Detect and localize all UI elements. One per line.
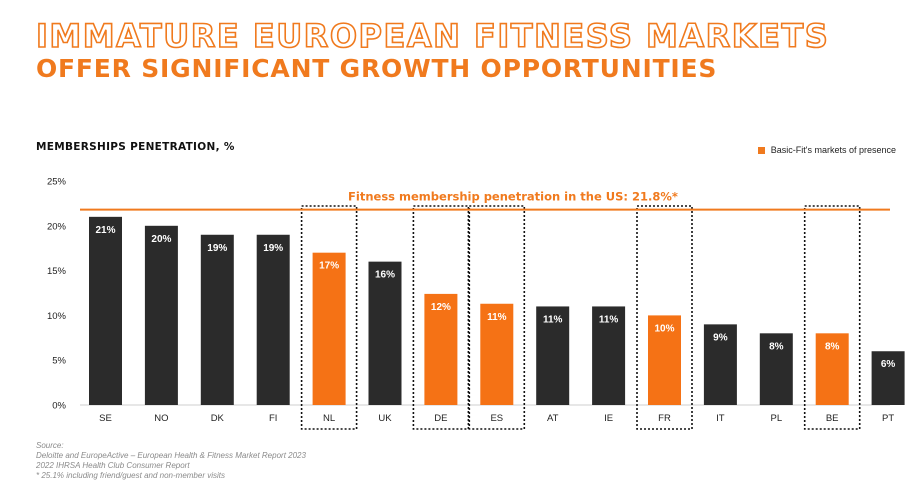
x-tick-label: BE bbox=[826, 413, 839, 424]
data-label: 6% bbox=[881, 359, 896, 370]
y-tick-label: 5% bbox=[52, 356, 66, 367]
highlight-box-es bbox=[468, 205, 526, 430]
x-tick-label: SE bbox=[99, 413, 112, 424]
highlight-box-fr bbox=[636, 205, 693, 430]
data-label: 11% bbox=[599, 314, 619, 325]
bar-es bbox=[480, 303, 514, 405]
x-tick-label: PL bbox=[770, 413, 782, 424]
data-label: 8% bbox=[825, 341, 840, 352]
source-line: 2022 IHRSA Health Club Consumer Report bbox=[36, 461, 190, 470]
y-tick-label: 0% bbox=[52, 401, 66, 412]
highlight-box-de bbox=[412, 205, 470, 430]
bar-it bbox=[703, 324, 737, 405]
source-notes: Source: Deloitte and EuropeActive – Euro… bbox=[36, 441, 306, 481]
bar-nl bbox=[312, 252, 346, 405]
x-tick-label: PT bbox=[882, 413, 894, 424]
x-tick-label: AT bbox=[547, 413, 559, 424]
x-tick-label: UK bbox=[378, 413, 392, 424]
y-tick-label: 25% bbox=[47, 177, 67, 188]
bar-no bbox=[144, 225, 178, 405]
bar-de bbox=[424, 293, 458, 405]
data-label: 12% bbox=[431, 302, 451, 313]
data-label: 11% bbox=[543, 314, 563, 325]
source-line: * 25.1% including friend/guest and non-m… bbox=[36, 471, 225, 480]
source-line: Deloitte and EuropeActive – European Hea… bbox=[36, 451, 306, 460]
bar-pt bbox=[871, 351, 905, 405]
x-tick-label: IE bbox=[604, 413, 613, 424]
page-title: IMMATURE EUROPEAN FITNESS MARKETS bbox=[35, 17, 830, 55]
bar-be bbox=[815, 333, 849, 405]
data-label: 17% bbox=[319, 261, 339, 272]
bar-se bbox=[89, 216, 122, 405]
chart-legend: Basic-Fit's markets of presence bbox=[757, 145, 896, 155]
data-label: 19% bbox=[207, 243, 227, 254]
bar-fi bbox=[256, 234, 290, 405]
highlight-box-nl bbox=[300, 205, 358, 430]
bar-uk bbox=[368, 261, 402, 405]
data-label: 11% bbox=[487, 312, 507, 323]
legend-swatch bbox=[757, 146, 765, 154]
source-line: Source: bbox=[36, 441, 64, 450]
reference-line-label: Fitness membership penetration in the US… bbox=[348, 190, 678, 204]
data-label: 16% bbox=[375, 270, 395, 281]
bar-ie bbox=[592, 306, 626, 405]
bar-chart: 0% 5% 10% 15% 20% 25% 21% SE 20% NO 19% DK 19% FI 17% N… bbox=[47, 177, 905, 430]
y-tick-label: 15% bbox=[47, 266, 67, 277]
y-tick-label: 20% bbox=[47, 221, 67, 232]
legend-label: Basic-Fit's markets of presence bbox=[770, 145, 896, 155]
x-tick-label: FI bbox=[269, 413, 277, 424]
bar-fr bbox=[648, 315, 681, 405]
data-label: 10% bbox=[654, 323, 674, 334]
data-label: 8% bbox=[769, 341, 784, 352]
x-tick-label: NL bbox=[323, 413, 335, 424]
x-tick-label: DE bbox=[434, 413, 447, 424]
highlight-box-be bbox=[803, 205, 861, 430]
bar-at bbox=[536, 306, 570, 405]
y-tick-label: 10% bbox=[47, 311, 67, 322]
chart-title: MEMBERSHIPS PENETRATION, % bbox=[36, 141, 235, 153]
bar-pl bbox=[759, 333, 793, 405]
bar-dk bbox=[200, 234, 234, 405]
x-tick-label: DK bbox=[211, 413, 225, 424]
x-tick-label: FR bbox=[658, 413, 671, 424]
data-label: 9% bbox=[713, 332, 728, 343]
x-tick-label: IT bbox=[716, 413, 725, 424]
data-label: 21% bbox=[95, 225, 115, 236]
data-label: 20% bbox=[151, 234, 171, 245]
data-label: 19% bbox=[263, 243, 283, 254]
x-tick-label: ES bbox=[490, 413, 503, 424]
x-tick-label: NO bbox=[154, 413, 168, 424]
page-subtitle: OFFER SIGNIFICANT GROWTH OPPORTUNITIES bbox=[36, 54, 718, 83]
